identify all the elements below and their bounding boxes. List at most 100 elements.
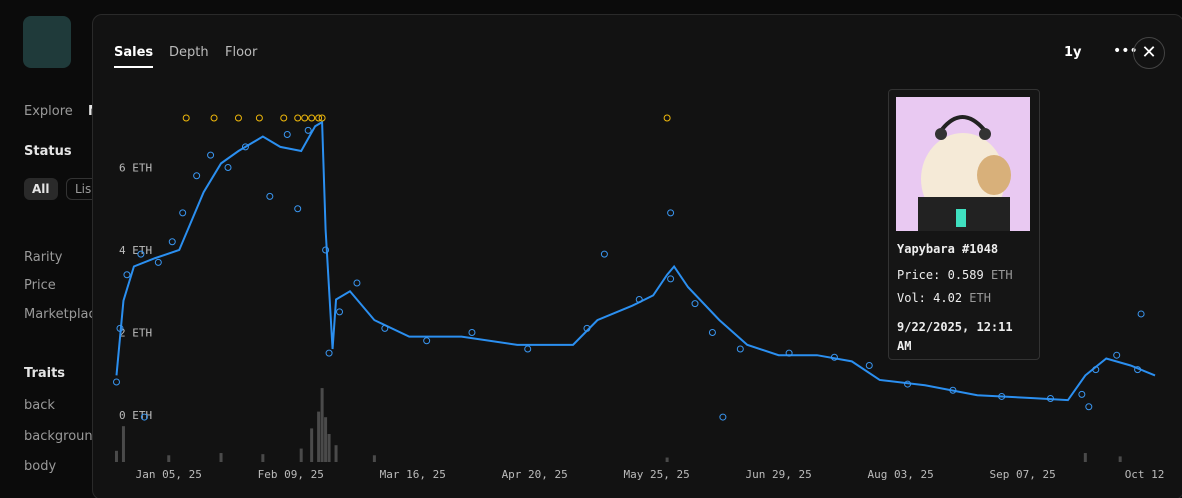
close-button[interactable]: ✕ — [1133, 37, 1165, 69]
x-tick-label: Jun 29, 25 — [746, 468, 812, 481]
sale-point — [241, 143, 249, 151]
volume-bar — [121, 426, 125, 462]
sale-point — [283, 131, 291, 138]
price[interactable]: Price — [24, 278, 56, 293]
volume-bar — [324, 417, 328, 462]
price-unit: ETH — [990, 268, 1013, 282]
sale-point — [336, 308, 344, 316]
sale-point — [830, 353, 838, 361]
sale-point — [998, 392, 1006, 400]
sale-point — [304, 126, 312, 134]
capped-sale-point — [294, 114, 302, 122]
volume-bar — [320, 388, 324, 462]
sale-point — [294, 205, 302, 213]
filter-all[interactable]: All — [24, 178, 58, 200]
capped-sale-point — [308, 114, 316, 122]
volume-bar — [665, 457, 669, 462]
sale-point — [1078, 390, 1086, 398]
price-line — [115, 120, 1156, 402]
y-tick-label: 0 ETH — [119, 409, 152, 422]
x-tick-label: Sep 07, 25 — [989, 468, 1055, 481]
collection-avatar — [23, 16, 71, 68]
vol-unit: ETH — [969, 291, 991, 305]
sale-point — [691, 300, 699, 308]
sale-point — [1113, 351, 1121, 359]
trait[interactable]: background — [24, 429, 101, 444]
tab-sales[interactable]: Sales — [114, 45, 154, 68]
sale-point — [667, 275, 675, 283]
capped-sale-point — [255, 114, 263, 122]
price-value: 0.589 — [947, 268, 984, 282]
range-select[interactable]: 1y — [1064, 45, 1082, 60]
sale-point — [949, 386, 957, 394]
sale-point — [1134, 366, 1142, 374]
vol-value: 4.02 — [933, 291, 963, 305]
sale-point — [1085, 403, 1093, 411]
x-tick-label: Feb 09, 25 — [258, 468, 324, 481]
volume-bar — [1118, 456, 1122, 462]
status-heading: Status — [24, 144, 72, 159]
x-tick-label: Mar 16, 25 — [380, 468, 446, 481]
price-row: Price: 0.589 ETH — [897, 268, 1013, 282]
volume-bar — [327, 434, 331, 462]
x-tick-label: Oct 12 — [1125, 468, 1165, 481]
x-tick-label: Apr 20, 25 — [502, 468, 568, 481]
tooltip: Yapybara #1048 Price: 0.589 ETH Vol: 4.0… — [888, 89, 1040, 360]
sale-point — [904, 380, 912, 388]
sale-point — [123, 271, 131, 279]
sale-point — [207, 151, 215, 159]
y-tick-label: 2 ETH — [119, 327, 152, 340]
volume-bar — [372, 455, 376, 462]
volume-bar — [310, 428, 314, 462]
sale-point — [1046, 395, 1054, 402]
sale-point — [583, 324, 591, 332]
capped-sale-point — [182, 114, 190, 122]
volume-bar — [1083, 453, 1087, 462]
capped-sale-point — [318, 114, 326, 122]
sale-point — [719, 413, 727, 421]
sale-point — [266, 192, 274, 200]
price-label: Price: — [897, 268, 941, 282]
more-button[interactable]: ••• — [1113, 43, 1138, 59]
vol-row: Vol: 4.02 ETH — [897, 291, 991, 305]
volume-bar — [219, 453, 223, 462]
volume-bar — [317, 411, 321, 462]
sale-time: 9/22/2025, 12:11 AM — [897, 320, 1013, 353]
y-tick-label: 6 ETH — [119, 162, 152, 175]
capped-sale-point — [301, 114, 309, 122]
sale-point — [322, 246, 330, 254]
tab-floor[interactable]: Floor — [225, 45, 258, 60]
sale-point — [635, 296, 643, 303]
sale-point — [785, 349, 793, 357]
x-tick-label: Aug 03, 25 — [868, 468, 934, 481]
marketplace[interactable]: Marketplace — [24, 307, 104, 322]
volume-bar — [261, 454, 265, 462]
capped-sale-point — [663, 114, 671, 122]
traits-heading: Traits — [24, 366, 66, 381]
sale-point — [112, 378, 120, 386]
x-tick-label: Jan 05, 25 — [136, 468, 202, 481]
sale-point — [381, 324, 389, 332]
sale-point — [600, 250, 608, 258]
tab-depth[interactable]: Depth — [169, 45, 209, 60]
sale-point — [137, 250, 145, 258]
volume-bar — [114, 450, 118, 462]
sale-point — [1137, 310, 1145, 318]
volume-bar — [167, 455, 171, 462]
sale-point — [667, 209, 675, 217]
sale-point — [116, 324, 124, 332]
x-tick-label: May 25, 25 — [624, 468, 690, 481]
y-tick-label: 4 ETH — [119, 244, 152, 257]
sale-point — [179, 209, 187, 217]
sale-point — [423, 337, 431, 345]
trait[interactable]: back — [24, 398, 55, 413]
sale-point — [193, 172, 201, 180]
capped-sale-point — [210, 114, 218, 122]
sale-point — [154, 258, 162, 266]
nav-explore[interactable]: Explore — [24, 104, 73, 119]
rarity[interactable]: Rarity — [24, 250, 63, 265]
trait[interactable]: body — [24, 459, 57, 474]
volume-bar — [334, 445, 338, 462]
